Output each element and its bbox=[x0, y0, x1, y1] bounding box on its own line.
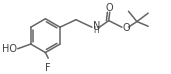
Text: O: O bbox=[106, 3, 114, 13]
Text: O: O bbox=[123, 23, 130, 33]
Text: F: F bbox=[45, 63, 51, 73]
Text: H: H bbox=[93, 26, 98, 35]
Text: N: N bbox=[93, 21, 100, 31]
Text: HO: HO bbox=[2, 44, 17, 54]
